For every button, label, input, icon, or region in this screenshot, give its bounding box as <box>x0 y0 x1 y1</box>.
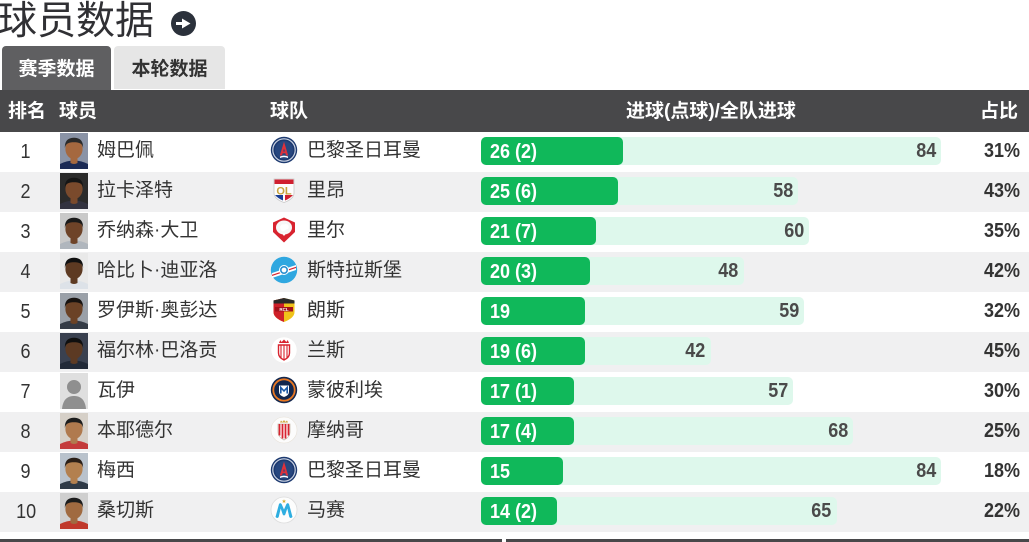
svg-text:RCL: RCL <box>279 307 288 312</box>
svg-text:OL: OL <box>276 186 292 198</box>
